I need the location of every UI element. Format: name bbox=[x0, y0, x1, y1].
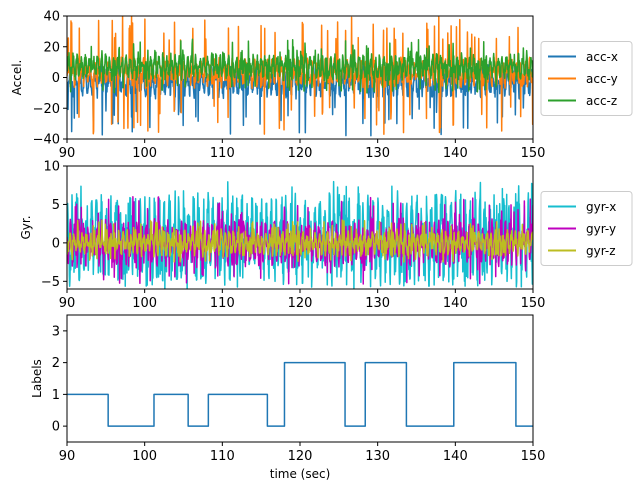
panel-1: 90 100 110 120 130 140 150 −40 −20 0 20 40 Accel. acc… bbox=[10, 10, 633, 161]
x-tick-label: 140 bbox=[443, 146, 468, 161]
y-tick-label: −40 bbox=[33, 133, 60, 148]
y-axis-label: Gyr. bbox=[19, 215, 33, 239]
y-tick-label: −20 bbox=[33, 102, 60, 117]
x-tick-label: 110 bbox=[210, 146, 235, 161]
legend-label-gyr-z: gyr-z bbox=[586, 244, 616, 258]
panel-3: 90 100 110 120 130 140 150 0 1 2 3 Labels time (sec) bbox=[30, 314, 546, 481]
x-tick-label: 150 bbox=[521, 449, 546, 464]
x-tick-label: 120 bbox=[288, 146, 313, 161]
x-tick-label: 90 bbox=[59, 449, 76, 464]
series-line-labels bbox=[67, 361, 533, 427]
plot-area bbox=[67, 361, 533, 427]
x-tick-label: 150 bbox=[521, 146, 546, 161]
panel-2: 90 100 110 120 130 140 150 −5 0 5 10 Gyr. gyr-x gyr-y… bbox=[19, 160, 633, 311]
axes-frame bbox=[66, 314, 534, 443]
x-tick-label: 100 bbox=[132, 296, 157, 311]
x-tick-label: 120 bbox=[288, 296, 313, 311]
legend-frame bbox=[540, 41, 633, 116]
y-axis-label: Accel. bbox=[10, 60, 24, 96]
x-tick-label: 90 bbox=[59, 296, 76, 311]
x-tick-label: 100 bbox=[132, 146, 157, 161]
series-line-acc-z bbox=[67, 38, 533, 94]
x-tick-label: 110 bbox=[210, 296, 235, 311]
plot-area bbox=[67, 180, 533, 289]
x-tick-label: 100 bbox=[132, 449, 157, 464]
y-tick-label: 0 bbox=[52, 71, 60, 86]
x-tick-label: 140 bbox=[443, 449, 468, 464]
x-tick-label: 150 bbox=[521, 296, 546, 311]
y-tick-label: 5 bbox=[52, 198, 60, 213]
y-tick-label: 0 bbox=[52, 420, 60, 435]
y-axis-label: Labels bbox=[30, 359, 44, 398]
y-tick-label: −5 bbox=[41, 275, 60, 290]
legend-frame bbox=[540, 191, 633, 266]
legend: gyr-x gyr-y gyr-z bbox=[540, 191, 633, 266]
y-tick-label: 1 bbox=[52, 388, 60, 403]
x-axis-label: time (sec) bbox=[270, 467, 331, 481]
x-tick-label: 130 bbox=[365, 296, 390, 311]
legend-label-gyr-y: gyr-y bbox=[586, 222, 616, 236]
x-tick-label: 140 bbox=[443, 296, 468, 311]
x-tick-label: 130 bbox=[365, 449, 390, 464]
legend-label-acc-x: acc-x bbox=[586, 50, 618, 64]
x-tick-label: 120 bbox=[288, 449, 313, 464]
y-tick-label: 2 bbox=[52, 356, 60, 371]
legend-label-acc-y: acc-y bbox=[586, 72, 618, 86]
series-line-acc-x bbox=[67, 61, 533, 137]
plot-area bbox=[67, 16, 533, 137]
x-tick-label: 130 bbox=[365, 146, 390, 161]
y-tick-label: 40 bbox=[43, 10, 60, 25]
series-line-gyr-z bbox=[67, 219, 533, 263]
legend: acc-x acc-y acc-z bbox=[540, 41, 633, 116]
x-tick-label: 110 bbox=[210, 449, 235, 464]
y-tick-label: 0 bbox=[52, 236, 60, 251]
y-tick-label: 10 bbox=[43, 160, 60, 175]
x-tick-label: 90 bbox=[59, 146, 76, 161]
y-tick-label: 3 bbox=[52, 324, 60, 339]
y-tick-label: 20 bbox=[43, 40, 60, 55]
legend-label-acc-z: acc-z bbox=[586, 94, 617, 108]
legend-label-gyr-x: gyr-x bbox=[586, 200, 616, 214]
